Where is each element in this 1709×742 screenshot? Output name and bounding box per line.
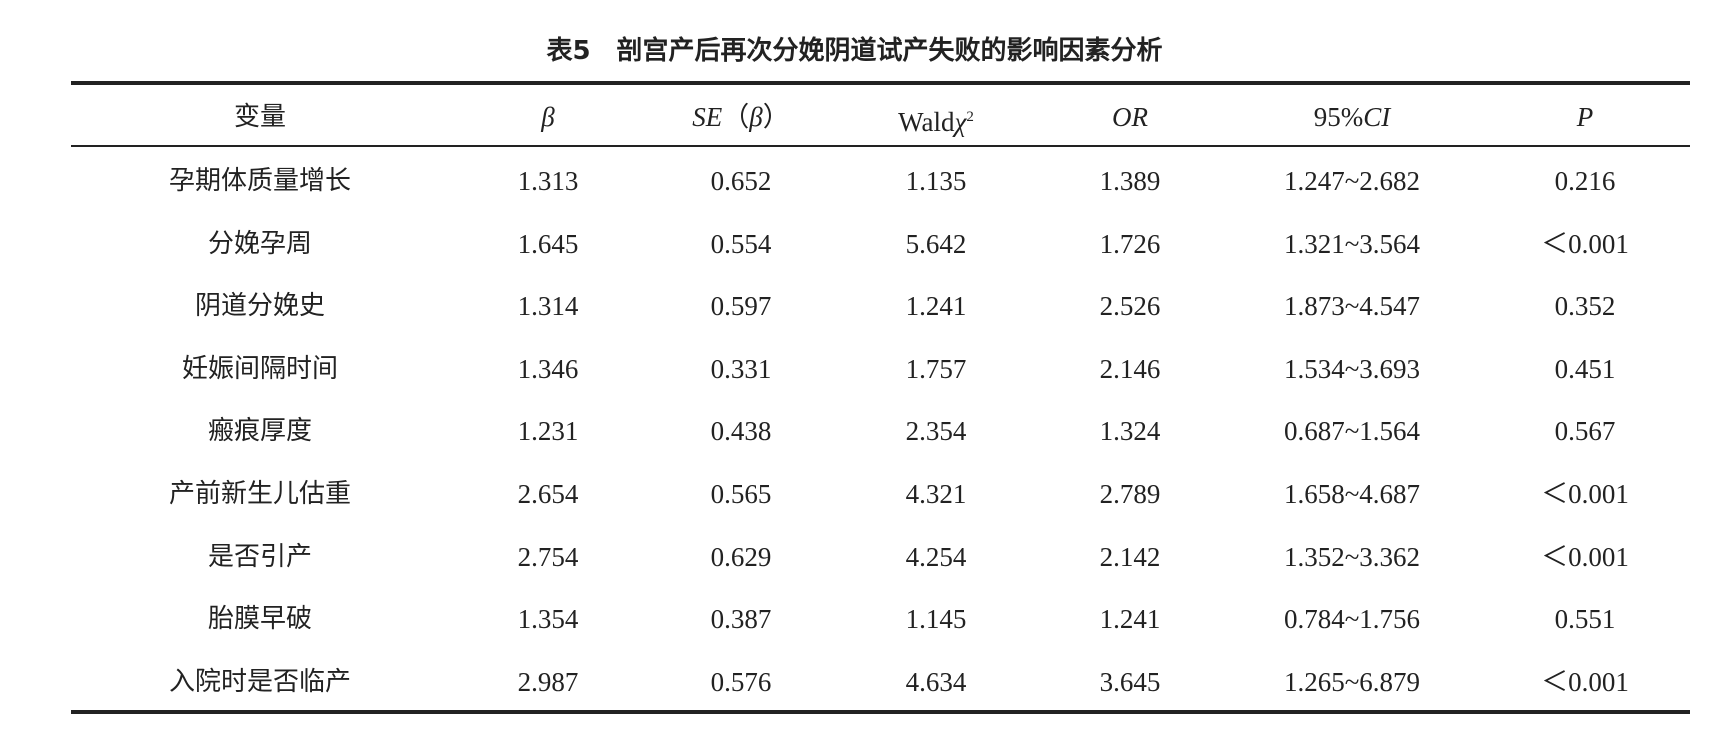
- table-cell: 1.247~2.682: [1283, 166, 1421, 196]
- row-label: 胎膜早破: [207, 604, 312, 635]
- table-cell: 0.451: [1554, 353, 1616, 384]
- header-text: OR: [1112, 102, 1148, 132]
- table-cell: 2.146: [1099, 353, 1161, 384]
- header-text: χ: [954, 107, 967, 137]
- table-cell: 5.642: [905, 228, 967, 259]
- table-cell: 0.387: [710, 604, 772, 635]
- table-cell: 2.526: [1099, 291, 1161, 322]
- table-cell: 1.135: [905, 166, 967, 196]
- row-label: 是否引产: [207, 541, 312, 572]
- table-cell: 1.873~4.547: [1283, 291, 1421, 322]
- table-cell: ＜0.001: [1541, 666, 1629, 697]
- row-label: 阴道分娩史: [194, 291, 325, 322]
- table-cell: 2.654: [517, 479, 579, 509]
- table-cell: 1.265~6.879: [1283, 666, 1421, 697]
- header-cell: 变量: [140, 100, 380, 134]
- header-rule: [71, 145, 1690, 147]
- table-cell: 4.254: [905, 541, 967, 572]
- table-cell: 1.324: [1099, 416, 1161, 447]
- row-label: 分娩孕周: [207, 228, 312, 259]
- header-text: β: [749, 102, 763, 132]
- row-label: 妊娠间隔时间: [181, 353, 338, 384]
- header-cell: β: [428, 100, 668, 134]
- table-cell: 3.645: [1099, 666, 1161, 697]
- table-cell: 1.313: [517, 166, 579, 196]
- table-cell: 0.352: [1554, 291, 1616, 322]
- table-cell: 0.784~1.756: [1283, 604, 1421, 635]
- table-cell: 1.726: [1099, 228, 1161, 259]
- top-rule: [71, 81, 1690, 85]
- table-cell: 0.216: [1554, 166, 1616, 196]
- row-label: 瘢痕厚度: [207, 416, 312, 447]
- table-cell: 2.354: [905, 416, 967, 447]
- header-text: ）: [762, 102, 790, 132]
- header-text: SE: [692, 102, 723, 132]
- row-label: 产前新生儿估重: [168, 479, 351, 509]
- table-cell: 1.354: [517, 604, 579, 635]
- header-cell: SE（β）: [621, 100, 861, 134]
- header-text: 变量: [233, 102, 286, 132]
- header-text: （: [722, 102, 750, 132]
- table-cell: 4.634: [905, 666, 967, 697]
- table-cell: 0.331: [710, 353, 772, 384]
- table-cell: 2.987: [517, 666, 579, 697]
- table-cell: 1.241: [905, 291, 967, 322]
- header-cell: OR: [1010, 100, 1250, 134]
- table-cell: 0.597: [710, 291, 772, 322]
- table-cell: 1.145: [905, 604, 967, 635]
- table-cell: 0.554: [710, 228, 772, 259]
- table-cell: 1.757: [905, 353, 967, 384]
- table-cell: 2.142: [1099, 541, 1161, 572]
- table-cell: 2.789: [1099, 479, 1161, 509]
- table-cell: 0.652: [710, 166, 772, 196]
- table-cell: 0.551: [1554, 604, 1616, 635]
- table-cell: 0.687~1.564: [1283, 416, 1421, 447]
- header-text: β: [541, 102, 555, 132]
- header-cell: Waldχ2: [816, 100, 1056, 139]
- table-cell: 1.241: [1099, 604, 1161, 635]
- table-cell: 0.438: [710, 416, 772, 447]
- table-cell: 0.567: [1554, 416, 1616, 447]
- table-cell: 1.658~4.687: [1283, 479, 1421, 509]
- table-cell: ＜0.001: [1541, 479, 1629, 509]
- table-cell: 1.346: [517, 353, 579, 384]
- table-cell: 1.389: [1099, 166, 1161, 196]
- row-label: 入院时是否临产: [168, 666, 351, 697]
- table-cell: 1.645: [517, 228, 579, 259]
- table-cell: 2.754: [517, 541, 579, 572]
- table-cell: 1.534~3.693: [1283, 353, 1421, 384]
- header-text: P: [1576, 102, 1594, 132]
- table-cell: 0.576: [710, 666, 772, 697]
- table-cell: 1.352~3.362: [1283, 541, 1421, 572]
- table-cell: 0.629: [710, 541, 772, 572]
- header-text: CI: [1363, 102, 1391, 132]
- table-cell: 0.565: [710, 479, 772, 509]
- table-cell: 1.314: [517, 291, 579, 322]
- table-cell: ＜0.001: [1541, 541, 1629, 572]
- table-cell: 1.231: [517, 416, 579, 447]
- table-cell: ＜0.001: [1541, 228, 1629, 259]
- header-superscript: 2: [966, 109, 974, 125]
- bottom-rule: [71, 710, 1690, 714]
- table-cell: 1.321~3.564: [1283, 228, 1421, 259]
- table-title: 表5 剖宫产后再次分娩阴道试产失败的影响因素分析: [546, 36, 1163, 66]
- header-text: 95%: [1313, 102, 1364, 132]
- row-label: 孕期体质量增长: [168, 166, 351, 196]
- table-cell: 4.321: [905, 479, 967, 509]
- header-text: Wald: [898, 107, 955, 137]
- header-cell: 95%CI: [1232, 100, 1472, 134]
- header-cell: P: [1465, 100, 1705, 134]
